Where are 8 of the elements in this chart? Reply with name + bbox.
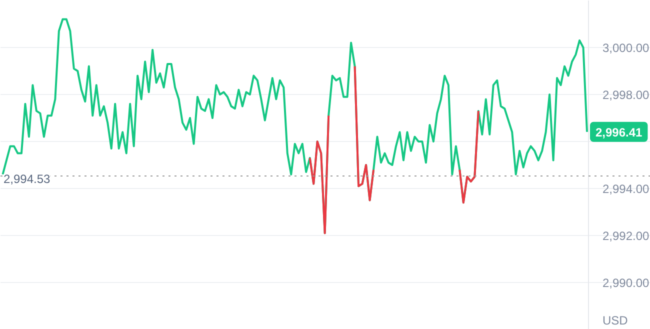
y-tick-label: 3,000.00 bbox=[602, 41, 650, 55]
y-tick-label: 2,998.00 bbox=[602, 88, 650, 102]
ref-line-label: 2,994.53 bbox=[4, 172, 51, 186]
y-tick-label: 2,990.00 bbox=[602, 276, 650, 290]
y-tick-label: 2,992.00 bbox=[602, 229, 650, 243]
text: 2,996.41 bbox=[596, 125, 643, 140]
text: USD bbox=[602, 314, 628, 328]
y-tick-label: 2,994.00 bbox=[602, 182, 650, 196]
